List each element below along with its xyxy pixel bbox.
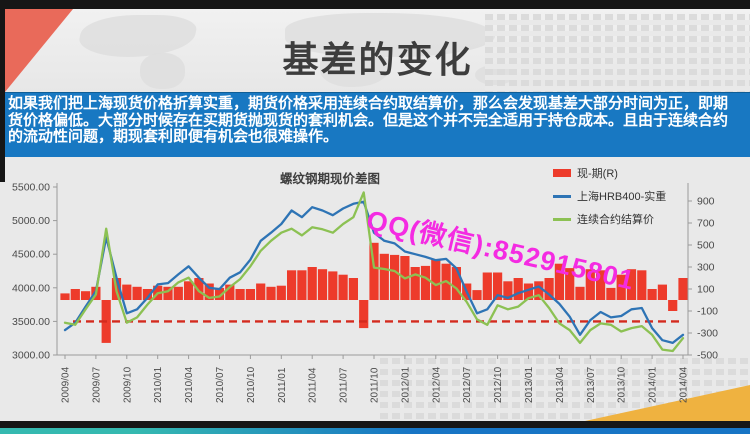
chart-legend: 现-期(R) 上海HRB400-实重 连续合约结算价 [553,165,666,234]
svg-text:300: 300 [697,262,715,274]
pixel-pattern-top-right [485,14,750,99]
world-map-graphic [140,53,185,89]
svg-text:2011/10: 2011/10 [370,367,381,403]
legend-item: 现-期(R) [553,165,666,181]
svg-text:3000.00: 3000.00 [12,350,50,362]
svg-text:5000.00: 5000.00 [12,215,50,227]
svg-text:2011/01: 2011/01 [277,367,288,403]
svg-text:2009/10: 2009/10 [122,366,133,403]
world-map-graphic [320,49,390,87]
legend-item: 连续合约结算价 [553,211,666,227]
svg-text:500: 500 [697,240,715,252]
legend-item: 上海HRB400-实重 [553,188,666,204]
legend-label: 连续合约结算价 [577,214,654,226]
svg-text:2011/07: 2011/07 [339,367,350,403]
frame-top-bar [0,0,750,9]
legend-swatch-line-blue [553,194,571,198]
svg-text:-300: -300 [697,328,718,340]
svg-text:3500.00: 3500.00 [12,316,50,328]
svg-text:2010/01: 2010/01 [153,366,164,403]
legend-swatch-bar-red [553,169,571,177]
svg-text:2010/07: 2010/07 [215,366,226,403]
svg-text:2009/04: 2009/04 [61,366,72,403]
svg-text:4000.00: 4000.00 [12,282,50,294]
svg-text:4500.00: 4500.00 [12,249,50,261]
chart-title: 螺纹钢期现价差图 [279,172,380,186]
legend-swatch-line-green [553,217,571,221]
svg-text:2011/04: 2011/04 [308,367,319,403]
svg-text:2010/10: 2010/10 [246,366,257,403]
page-title: 基差的变化 [282,39,473,80]
frame-bottom-bar [0,421,750,428]
world-map-graphic [285,13,495,57]
intro-paragraph: 如果我们把上海现货价格折算实重，期货价格采用连续合约取结算价，那么会发现基差大部… [8,95,729,145]
svg-text:2009/07: 2009/07 [91,366,102,403]
legend-label: 上海HRB400-实重 [577,191,667,203]
svg-text:900: 900 [697,196,715,208]
svg-text:2010/04: 2010/04 [184,366,195,403]
legend-label: 现-期(R) [577,168,618,180]
svg-text:100: 100 [697,284,715,296]
intro-text-band: 如果我们把上海现货价格折算实重，期货价格采用连续合约取结算价，那么会发现基差大部… [0,92,750,157]
header-banner: 基差的变化 [5,9,750,99]
footer-accent-bar [0,428,750,434]
svg-text:-100: -100 [697,306,718,318]
svg-text:700: 700 [697,218,715,230]
svg-text:5500.00: 5500.00 [12,182,50,194]
frame-left-bar [0,0,5,182]
